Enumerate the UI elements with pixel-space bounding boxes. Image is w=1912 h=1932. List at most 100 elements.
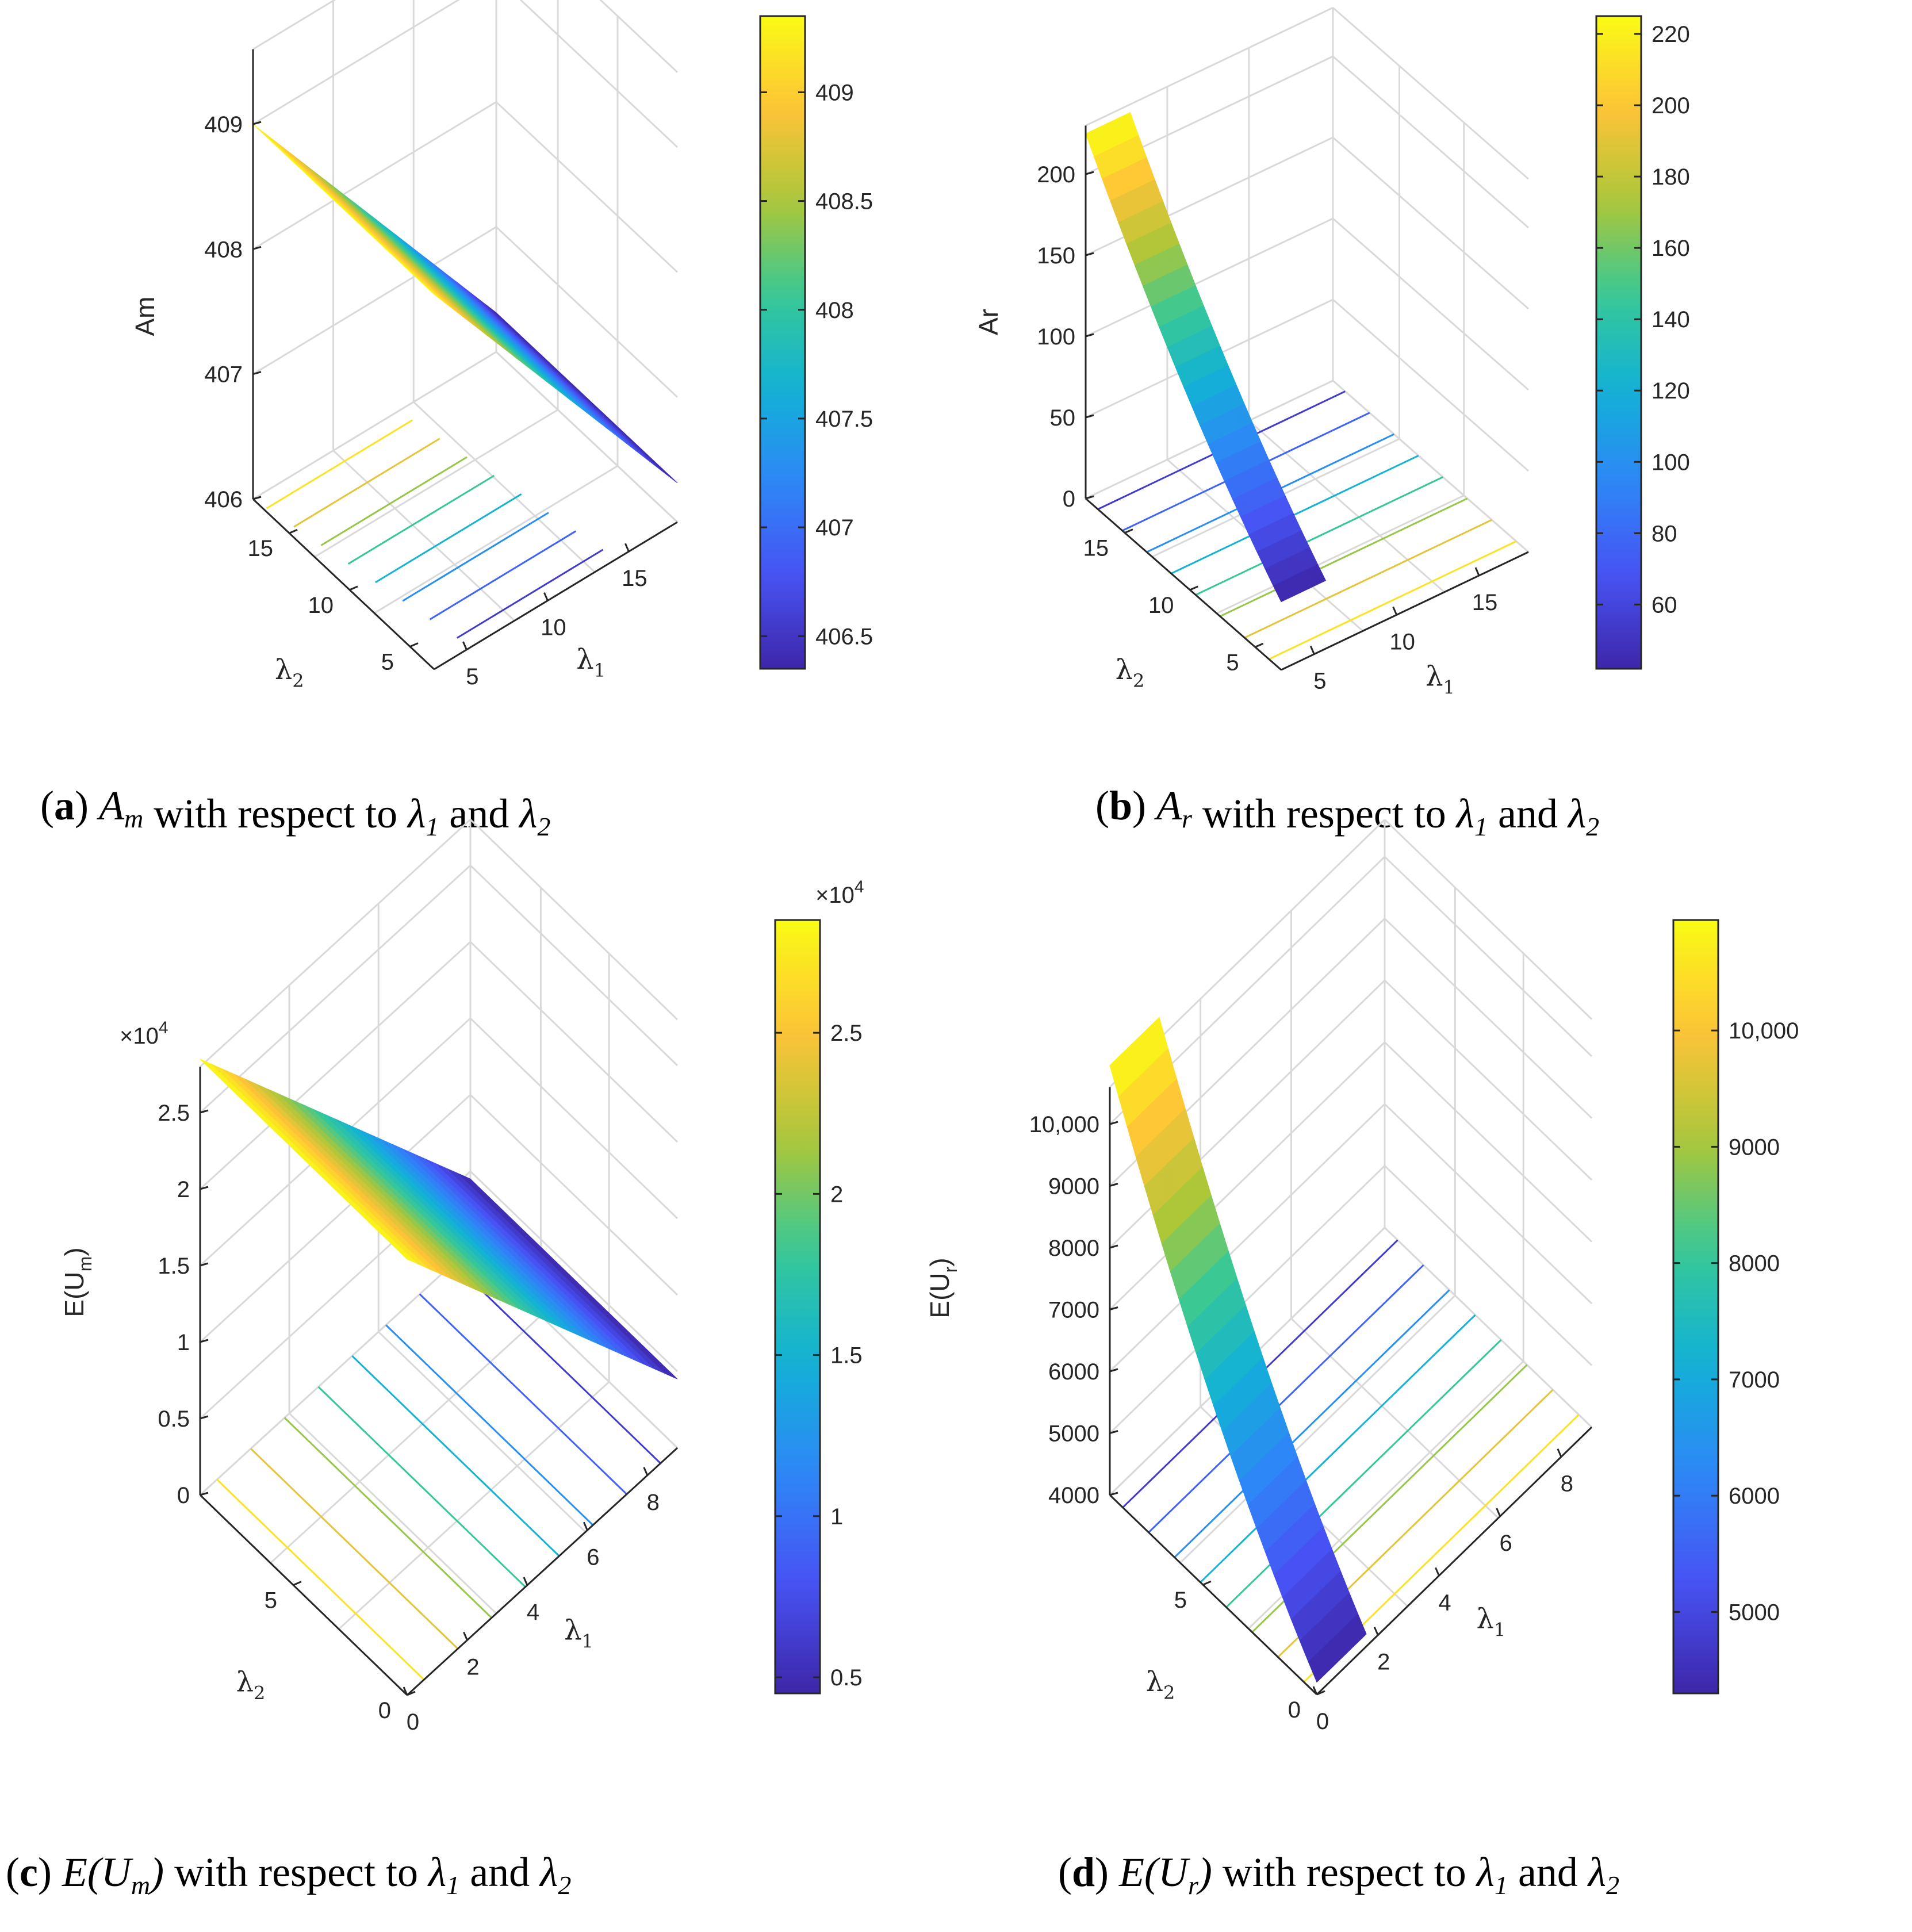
grid-line — [199, 864, 472, 1114]
z-tick — [1109, 1121, 1118, 1125]
z-tick-label: 150 — [1037, 243, 1075, 269]
grid-line — [199, 819, 472, 1068]
z-tick-label: 100 — [1037, 324, 1075, 350]
surface — [200, 1059, 678, 1379]
x-tick-label: 10 — [1389, 629, 1415, 654]
grid-line — [374, 465, 618, 614]
colorbar-tick-label: 80 — [1652, 521, 1677, 546]
z-tick-label: 50 — [1050, 405, 1076, 431]
grid-line — [495, 101, 679, 273]
surface-patch — [486, 304, 504, 320]
y-axis-label: λ2 — [275, 654, 304, 692]
z-tick-label: 4000 — [1048, 1483, 1099, 1508]
z-tick-label: 7000 — [1048, 1298, 1099, 1323]
grid-line — [599, 0, 679, 73]
caption-text: (a) Am with respect to λ1 and λ2 — [40, 783, 550, 841]
x-tick — [643, 1467, 649, 1476]
colorbar-tick-label: 0.5 — [830, 1665, 863, 1690]
surface-patch — [459, 1174, 480, 1188]
grid-line — [289, 1413, 497, 1615]
floor-contours — [216, 1262, 661, 1681]
contour-line — [385, 1324, 594, 1526]
colorbar-gradient — [774, 919, 821, 1695]
y-tick — [1202, 1580, 1212, 1586]
contour-line — [1195, 476, 1443, 596]
x-tick — [624, 543, 630, 552]
z-tick — [1085, 171, 1094, 175]
y-axis-label: λ2 — [236, 1666, 266, 1704]
grid-line — [495, 351, 679, 523]
panel-b: 0 50 100 150 200 5 10 15 5 10 15 λ1 λ2 Ar 60 80 100 120 14… — [974, 7, 1690, 841]
x-tick — [1474, 567, 1480, 576]
z-axis-label-group: E(Um) — [59, 1247, 95, 1317]
contour-line — [1220, 497, 1468, 618]
x-tick-label: 2 — [1377, 1650, 1390, 1675]
caption: (c) E(Um) with respect to λ1 and λ2 — [6, 1849, 571, 1900]
z-tick — [252, 371, 262, 375]
z-tick — [200, 1109, 209, 1114]
z-tick — [1109, 1492, 1118, 1496]
y-tick-label: 0 — [378, 1698, 391, 1723]
x-tick — [1309, 646, 1315, 655]
contour-line — [351, 1355, 560, 1557]
z-axis-label: E(Um) — [59, 1247, 95, 1317]
colorbar-tick-label: 1.5 — [830, 1343, 863, 1368]
grid-line — [1248, 420, 1445, 593]
floor-contours — [266, 419, 604, 639]
z-tick-label: 10,000 — [1029, 1112, 1099, 1137]
y-tick-label: 10 — [308, 593, 334, 618]
colorbar-tick-label: 180 — [1652, 164, 1690, 190]
colorbar-tick-label: 409 — [815, 80, 854, 105]
x-tick — [1557, 1448, 1562, 1458]
grid-line — [469, 1094, 679, 1296]
x-tick — [403, 1686, 408, 1696]
grid-line — [252, 0, 460, 125]
axes: 4000 5000 6000 7000 8000 9000 10,000 0 2 4 6 8 0 5 λ1 λ… — [925, 1087, 1593, 1734]
x-tick — [543, 592, 549, 601]
z-tick-label: 6000 — [1048, 1359, 1099, 1385]
contour-line — [1244, 519, 1492, 639]
z-tick — [252, 121, 262, 125]
y-tick-label: 5 — [381, 650, 394, 675]
y-tick — [1124, 528, 1133, 534]
colorbar-gradient — [1672, 919, 1719, 1695]
caption: (a) Am with respect to λ1 and λ2 — [40, 783, 550, 841]
y-axis-line — [1085, 497, 1282, 671]
x-axis-line — [1316, 1426, 1593, 1696]
contour-line — [317, 1386, 526, 1588]
z-tick — [1085, 333, 1094, 338]
x-axis-label: λ1 — [1477, 1603, 1506, 1640]
z-axis-label: E(Ur) — [925, 1258, 961, 1318]
panel-d: 4000 5000 6000 7000 8000 9000 10,000 0 2 4 6 8 0 5 λ1 λ… — [925, 819, 1799, 1900]
grid-line — [1109, 1103, 1386, 1373]
grid-line — [252, 101, 497, 250]
colorbar-tick-label: 120 — [1652, 378, 1690, 404]
colorbar-tick-label: 1 — [830, 1504, 843, 1529]
x-tick-label: 2 — [466, 1654, 479, 1680]
grid-line — [1332, 379, 1529, 553]
y-tick-label: 5 — [265, 1588, 277, 1613]
y-tick-label: 10 — [1148, 593, 1174, 618]
z-tick-label: 408 — [204, 237, 243, 262]
y-axis-line — [1109, 1494, 1318, 1696]
grid-line — [1109, 1165, 1386, 1434]
z-tick-label: 406 — [204, 487, 243, 512]
contour-line — [1171, 455, 1419, 574]
colorbar: 5000 6000 7000 8000 9000 10,000 — [1672, 919, 1799, 1695]
grid-line — [469, 1017, 679, 1220]
y-tick — [289, 528, 298, 534]
grid-line — [469, 819, 679, 1021]
caption: (b) Ar with respect to λ1 and λ2 — [1095, 783, 1599, 841]
surface-patch — [1128, 112, 1139, 136]
x-tick-label: 8 — [1561, 1471, 1573, 1497]
colorbar-tick-label: 220 — [1652, 22, 1690, 47]
colorbar-tick-label: 8000 — [1729, 1251, 1780, 1276]
grid-line — [495, 226, 679, 398]
grid-line — [1384, 979, 1593, 1181]
contour-line — [283, 1417, 492, 1619]
z-exponent-label: ×104 — [120, 1018, 168, 1049]
z-tick — [200, 1186, 209, 1190]
grid-line — [1332, 7, 1529, 180]
y-tick-label: 15 — [1083, 536, 1109, 561]
grid-line — [332, 450, 515, 622]
